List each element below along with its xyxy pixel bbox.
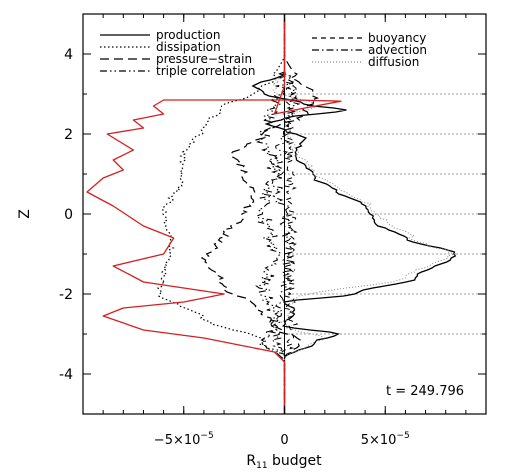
legend-label-0: production: [156, 28, 220, 42]
grid-lines: [284, 14, 486, 414]
x-axis-label-rest: budget: [268, 453, 323, 469]
legend-label-4: buoyancy: [368, 31, 426, 45]
y-tick-labels: -4 -2 0 2 4: [59, 47, 73, 383]
y-tick-label-0: -4: [59, 367, 73, 383]
x-tick-exponent: −5: [200, 431, 213, 441]
triple-correlation-curve: [255, 14, 294, 414]
x-tick-label-0: −5×10−5: [154, 431, 214, 448]
legend-label-2: pressure−strain: [156, 52, 252, 66]
legend-label-5: advection: [368, 43, 427, 57]
y-tick-label-3: 2: [64, 127, 73, 143]
x-axis-label-sub: 11: [256, 461, 267, 471]
background-curves: [157, 14, 457, 414]
legend-label-3: triple correlation: [156, 64, 256, 78]
advection-curve: [269, 14, 301, 414]
y-axis-label: Z: [17, 209, 33, 219]
y-tick-label-2: 0: [64, 207, 73, 223]
buoyancy-curve: [277, 14, 300, 414]
y-tick-label-4: 4: [64, 47, 73, 63]
x-tick-label-1: 0: [280, 433, 288, 448]
legend-label-6: diffusion: [368, 55, 419, 69]
series-lines: [86, 14, 342, 414]
x-tick-mantissa: −5×10: [154, 433, 201, 448]
x-tick-labels: −5×10−5 0 5×10−5: [154, 431, 410, 448]
time-annotation: t = 249.796: [386, 384, 464, 399]
diffusion-curve: [271, 14, 457, 414]
x-axis-label: R11 budget: [246, 453, 322, 471]
axis-ticks: [83, 13, 486, 415]
y-tick-label-1: -2: [59, 287, 73, 303]
x-tick-exponent: −5: [396, 431, 409, 441]
x-tick-label-2: 5×10−5: [361, 431, 410, 448]
dissipation-curve: [157, 14, 286, 414]
production-curve: [251, 14, 457, 414]
series-red: [86, 14, 342, 414]
legend-label-1: dissipation: [156, 40, 221, 54]
x-tick-mantissa: 5×10: [361, 433, 397, 448]
x-axis-label-main: R: [246, 453, 256, 469]
x-tick-mantissa: 0: [280, 433, 288, 448]
legend: productiondissipationpressure−straintrip…: [100, 28, 427, 78]
pressure-strain-curve: [200, 14, 320, 414]
